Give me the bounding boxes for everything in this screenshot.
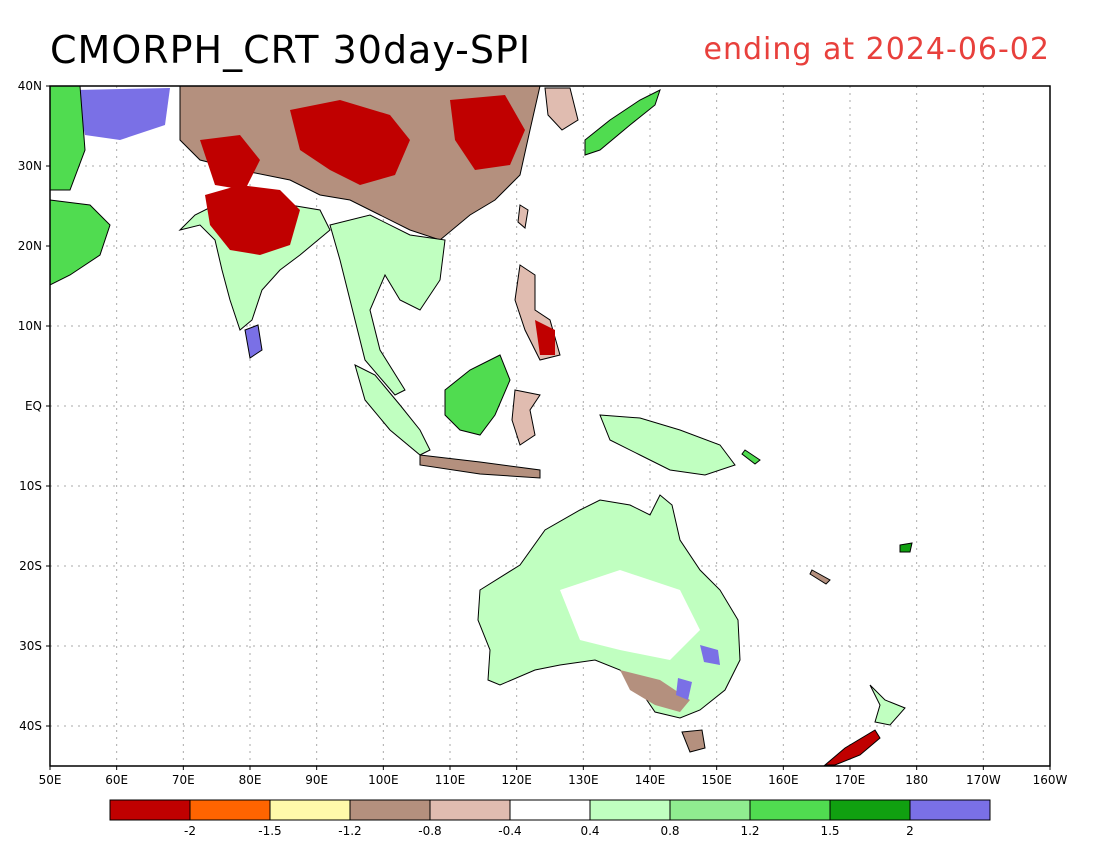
lon-tick-label: 90E xyxy=(305,773,328,787)
china-dry-core-3 xyxy=(200,135,260,190)
new-guinea xyxy=(599,414,736,476)
legend-swatch xyxy=(669,799,751,821)
sri-lanka xyxy=(244,324,263,359)
legend-swatch xyxy=(109,799,191,821)
legend-label: -1.5 xyxy=(258,824,281,838)
lat-tick-label: 40S xyxy=(19,719,42,733)
lon-tick-label: 80E xyxy=(239,773,262,787)
west-asia-region xyxy=(49,85,86,191)
legend-label: -1.2 xyxy=(338,824,361,838)
india-dry-core xyxy=(205,185,300,255)
lat-tick-label: 20N xyxy=(18,239,42,253)
lat-tick-label: 10N xyxy=(18,319,42,333)
land-areas xyxy=(49,85,913,766)
new-caledonia xyxy=(809,569,831,585)
tasmania xyxy=(681,729,706,753)
legend-label: -2 xyxy=(184,824,196,838)
indochina-region xyxy=(329,214,446,396)
legend-label: 1.5 xyxy=(820,824,839,838)
philippines-dry xyxy=(535,320,555,355)
australia-southeast xyxy=(620,670,690,712)
map-grid xyxy=(50,86,1050,766)
lon-tick-label: 120E xyxy=(501,773,532,787)
lon-tick-label: 150E xyxy=(701,773,732,787)
lon-tick-label: 50E xyxy=(39,773,62,787)
lat-tick-label: 30N xyxy=(18,159,42,173)
legend-label: -0.8 xyxy=(418,824,441,838)
japan xyxy=(584,89,661,156)
lon-tick-label: 180 xyxy=(905,773,928,787)
map-title: CMORPH_CRT 30day-SPI xyxy=(50,28,532,72)
legend-swatch xyxy=(349,799,431,821)
lon-tick-label: 170W xyxy=(966,773,1001,787)
legend-swatch xyxy=(749,799,831,821)
sulawesi xyxy=(511,389,541,446)
lon-tick-label: 130E xyxy=(568,773,599,787)
lat-tick-label: EQ xyxy=(25,399,42,413)
borneo xyxy=(444,354,511,436)
lon-tick-label: 160E xyxy=(768,773,799,787)
map-frame xyxy=(49,85,1051,767)
lon-tick-label: 170E xyxy=(835,773,866,787)
arabia-region xyxy=(49,199,111,286)
taiwan xyxy=(517,204,529,229)
longitude-labels: 50E 60E 70E 80E 90E 100E 110E 120E 130E 140E 150E 1… xyxy=(39,766,1068,787)
legend-swatch xyxy=(589,799,671,821)
korea xyxy=(544,87,579,131)
lon-tick-label: 60E xyxy=(105,773,128,787)
lat-tick-label: 40N xyxy=(18,79,42,93)
legend-label: 0.4 xyxy=(580,824,599,838)
legend-label: 0.8 xyxy=(660,824,679,838)
central-asia-wet xyxy=(75,88,170,140)
lon-tick-label: 160W xyxy=(1033,773,1068,787)
australia-interior xyxy=(560,570,700,660)
new-zealand-south xyxy=(823,729,881,766)
legend-label: 1.2 xyxy=(740,824,759,838)
lat-tick-label: 30S xyxy=(19,639,42,653)
china-dry-core-2 xyxy=(450,95,525,170)
solomon-islands xyxy=(741,449,761,465)
legend-swatch xyxy=(509,799,591,821)
legend-swatch xyxy=(269,799,351,821)
latitude-labels: 40N 30N 20N 10N EQ 10S 20S 30S 40S xyxy=(18,79,50,733)
australia-wet-1 xyxy=(700,645,720,665)
lat-tick-label: 20S xyxy=(19,559,42,573)
new-zealand-north xyxy=(869,684,906,726)
legend-label: 2 xyxy=(906,824,914,838)
lon-tick-label: 110E xyxy=(435,773,466,787)
lon-tick-label: 70E xyxy=(172,773,195,787)
sumatra xyxy=(354,364,431,456)
legend-swatch xyxy=(909,799,991,821)
java xyxy=(419,454,541,479)
date-subtitle: ending at 2024-06-02 xyxy=(703,32,1050,67)
lon-tick-label: 100E xyxy=(368,773,399,787)
legend-label: -0.4 xyxy=(498,824,521,838)
china-dry-core-1 xyxy=(290,100,410,185)
color-legend: -2 -1.5 -1.2 -0.8 -0.4 0.4 0.8 1.2 1.5 2 xyxy=(109,799,991,838)
lon-tick-label: 140E xyxy=(635,773,666,787)
lat-tick-label: 10S xyxy=(19,479,42,493)
legend-swatch xyxy=(189,799,271,821)
legend-swatch xyxy=(829,799,911,821)
fiji xyxy=(899,542,913,553)
australia-wet-2 xyxy=(676,678,692,700)
legend-swatch xyxy=(429,799,511,821)
